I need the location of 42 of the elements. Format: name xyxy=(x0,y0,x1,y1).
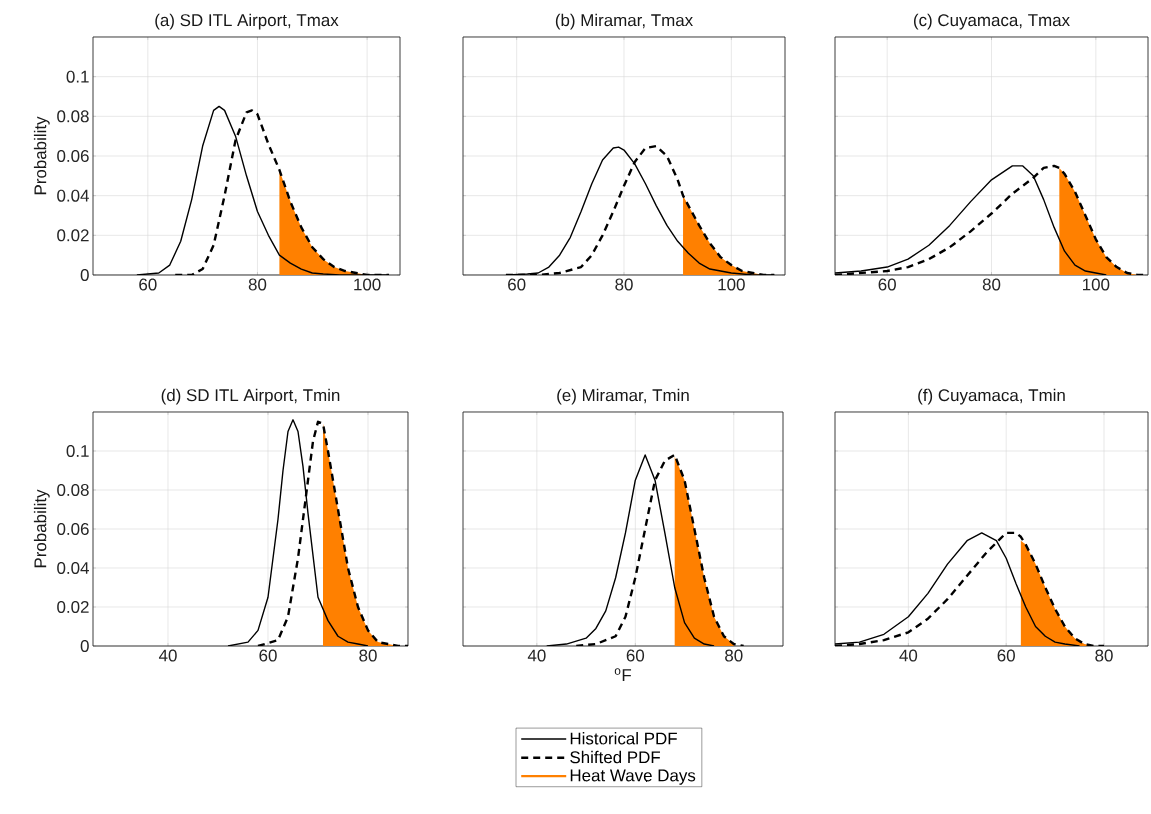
y-tick-label: 0.06 xyxy=(57,523,89,535)
y-tick-label: 0.04 xyxy=(57,189,89,202)
y-tick-label: 0.04 xyxy=(57,562,89,574)
y-tick-label: 0.08 xyxy=(57,110,89,123)
x-tick-label: 80 xyxy=(359,649,377,662)
x-tick-label: 80 xyxy=(248,278,267,291)
x-tick-label: 60 xyxy=(878,278,896,291)
chart-title: (e) Miramar, Tmin xyxy=(557,388,689,405)
x-tick-label: 80 xyxy=(615,278,633,291)
x-tick-label: 100 xyxy=(718,278,745,291)
x-tick-label: 80 xyxy=(982,278,1001,291)
x-axis-title: $^{o}$F xyxy=(614,668,632,681)
chart-title: (a) SD ITL Airport, Tmax xyxy=(155,13,339,30)
y-tick-label: 0.1 xyxy=(66,445,89,457)
y-axis-title: Probability xyxy=(33,489,50,568)
y-tick-label: 0 xyxy=(80,269,89,281)
chart-title: (f) Cuyamaca, Tmin xyxy=(918,388,1065,405)
x-tick-label: 80 xyxy=(725,649,743,662)
chart-title: (b) Miramar, Tmax xyxy=(555,13,693,30)
y-tick-label: 0.08 xyxy=(57,484,89,496)
y-tick-label: 0.1 xyxy=(66,70,89,83)
x-tick-label: 60 xyxy=(997,649,1015,662)
x-tick-label: 60 xyxy=(508,278,526,291)
x-tick-label: 60 xyxy=(139,278,157,291)
x-tick-label: 40 xyxy=(158,649,177,662)
y-tick-label: 0 xyxy=(80,640,89,652)
x-tick-label: 40 xyxy=(527,649,546,662)
y-tick-label: 0.02 xyxy=(57,601,89,613)
x-tick-label: 40 xyxy=(899,649,918,662)
y-axis-title: Probability xyxy=(33,116,50,195)
legend-label: Historical PDF xyxy=(570,732,677,745)
y-tick-label: 0.02 xyxy=(57,229,89,242)
x-tick-label: 80 xyxy=(1095,649,1113,662)
legend-label: Shifted PDF xyxy=(570,750,661,764)
chart-title: (d) SD ITL Airport, Tmin xyxy=(161,388,340,405)
chart-title: (c) Cuyamaca, Tmax xyxy=(913,13,1070,30)
x-tick-label: 100 xyxy=(1083,278,1110,291)
x-tick-label: 100 xyxy=(354,278,381,291)
legend-label: Heat Wave Days xyxy=(570,769,696,785)
y-tick-label: 0.06 xyxy=(57,149,89,162)
x-tick-label: 60 xyxy=(259,649,277,662)
x-tick-label: 60 xyxy=(626,649,645,662)
